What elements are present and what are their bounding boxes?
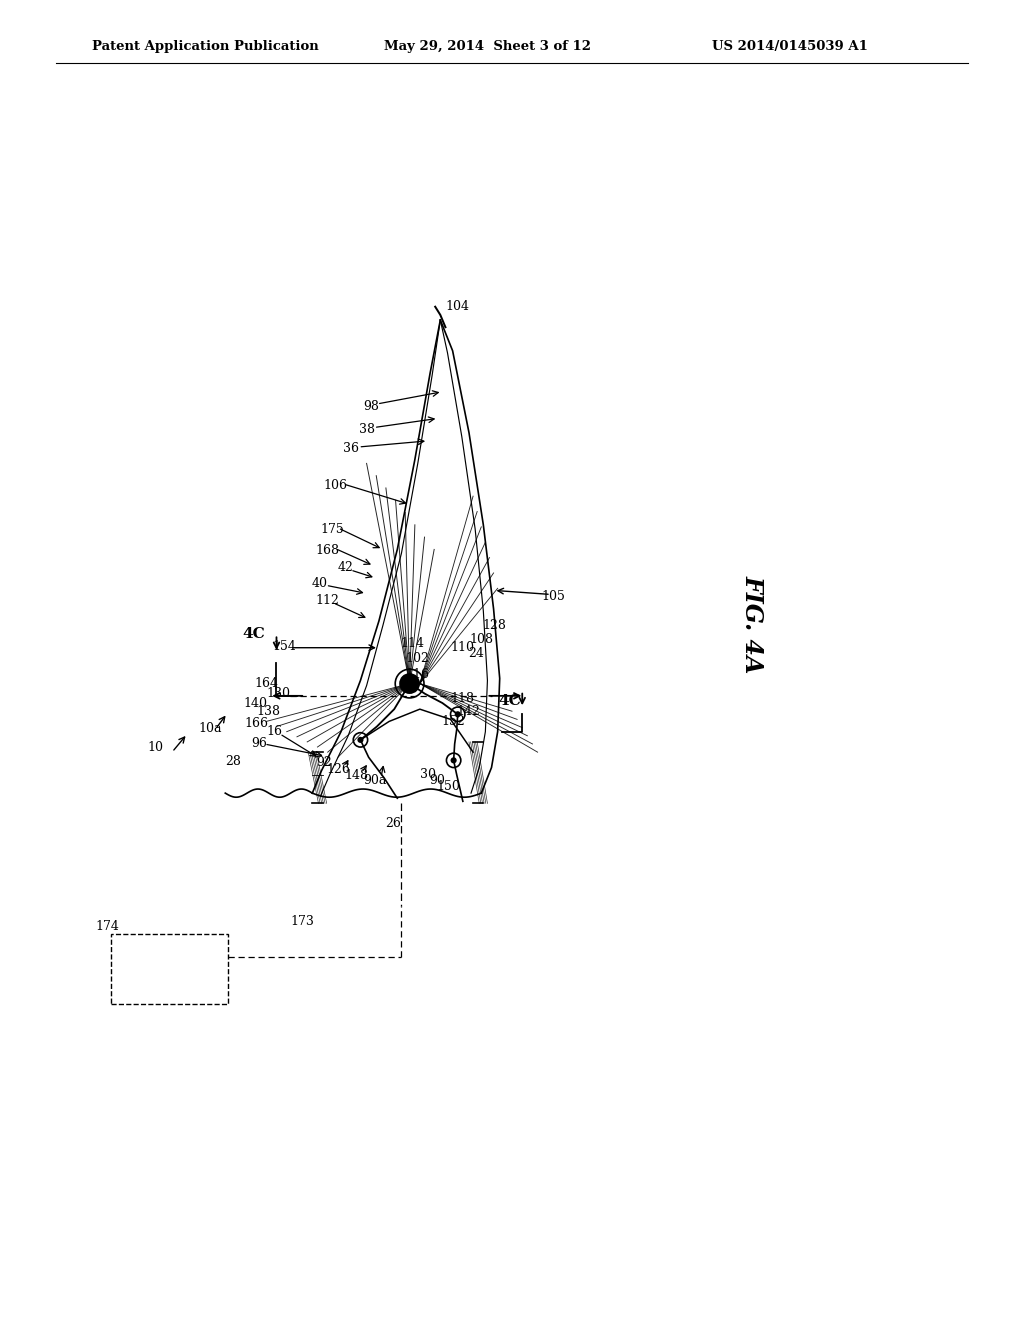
Text: 150: 150 xyxy=(436,780,461,793)
Text: FIG. 4A: FIG. 4A xyxy=(740,576,765,673)
Text: 42: 42 xyxy=(337,561,353,574)
Text: 175: 175 xyxy=(321,524,345,536)
Text: 164: 164 xyxy=(254,677,279,690)
Text: May 29, 2014  Sheet 3 of 12: May 29, 2014 Sheet 3 of 12 xyxy=(384,40,591,53)
Text: 10a: 10a xyxy=(199,722,221,735)
Text: US 2014/0145039 A1: US 2014/0145039 A1 xyxy=(712,40,867,53)
Text: 114: 114 xyxy=(400,638,425,651)
Text: 24: 24 xyxy=(468,647,484,660)
Circle shape xyxy=(455,711,461,717)
Text: 154: 154 xyxy=(272,640,297,653)
Text: 112: 112 xyxy=(315,594,340,607)
Text: 90: 90 xyxy=(429,775,445,787)
Text: 173: 173 xyxy=(290,915,314,928)
Text: 142: 142 xyxy=(456,705,480,718)
Text: 4C: 4C xyxy=(499,694,521,708)
Text: 105: 105 xyxy=(541,590,565,603)
Text: 116: 116 xyxy=(406,668,430,681)
Text: 16: 16 xyxy=(266,725,283,738)
Text: 128: 128 xyxy=(482,619,507,632)
Text: 92: 92 xyxy=(316,756,333,768)
Text: 118: 118 xyxy=(451,693,475,705)
Text: 106: 106 xyxy=(324,479,348,492)
Text: 90a: 90a xyxy=(364,775,386,787)
Text: 4C: 4C xyxy=(243,627,265,642)
Text: 168: 168 xyxy=(315,544,340,557)
Text: 138: 138 xyxy=(256,705,281,718)
Text: 166: 166 xyxy=(244,717,268,730)
Text: 10: 10 xyxy=(147,741,164,754)
Text: 96: 96 xyxy=(251,738,267,751)
Text: 98: 98 xyxy=(362,400,379,413)
Text: 148: 148 xyxy=(344,770,369,783)
Text: 110: 110 xyxy=(451,642,475,655)
Text: 40: 40 xyxy=(311,577,328,590)
Text: 36: 36 xyxy=(343,441,359,454)
Text: 104: 104 xyxy=(445,300,470,313)
Text: 28: 28 xyxy=(225,755,242,768)
Circle shape xyxy=(357,737,364,743)
Bar xyxy=(111,935,228,1005)
Circle shape xyxy=(451,758,457,763)
Text: 102: 102 xyxy=(406,652,430,665)
Text: 130: 130 xyxy=(266,688,291,701)
Text: 174: 174 xyxy=(95,920,120,933)
Text: 26: 26 xyxy=(385,817,401,830)
Circle shape xyxy=(400,675,419,693)
Text: Patent Application Publication: Patent Application Publication xyxy=(92,40,318,53)
Text: 108: 108 xyxy=(469,634,494,645)
Text: 152: 152 xyxy=(441,715,466,727)
Text: 140: 140 xyxy=(243,697,267,710)
Text: 126: 126 xyxy=(326,763,350,776)
Text: 38: 38 xyxy=(358,424,375,436)
Text: 30: 30 xyxy=(420,768,436,781)
